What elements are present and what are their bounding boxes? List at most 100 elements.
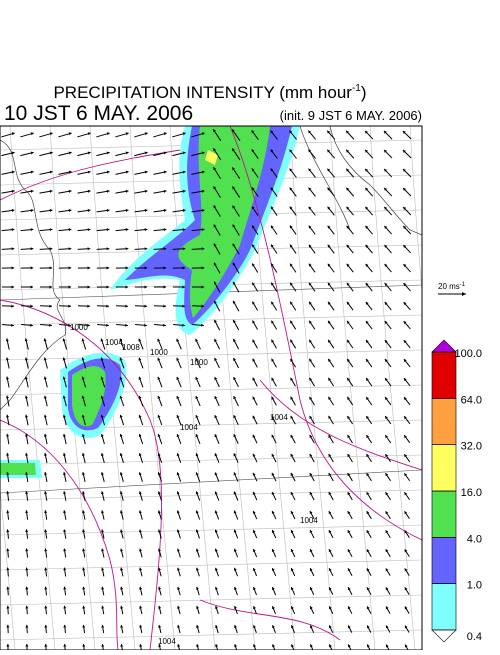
wind-head	[50, 228, 53, 231]
wind-head	[31, 266, 34, 269]
wind-head	[12, 266, 15, 269]
wind-head	[69, 228, 72, 231]
latitude-line	[0, 470, 422, 493]
wind-head	[11, 324, 14, 327]
wind-head	[6, 587, 9, 590]
wind-head	[49, 305, 52, 308]
wind-head	[106, 285, 109, 288]
wind-head	[6, 568, 9, 571]
parallel	[0, 420, 422, 430]
colorbar-band	[432, 352, 456, 398]
wind-head	[44, 606, 47, 609]
wind-head	[44, 587, 47, 590]
wind-scale-sup: -1	[460, 282, 466, 288]
wind-head	[49, 324, 52, 327]
wind-head	[125, 285, 128, 288]
isobar-label: 1008	[122, 343, 140, 352]
colorbar-label: 1.0	[467, 580, 482, 592]
parallel	[0, 525, 422, 535]
wind-head	[11, 305, 14, 308]
wind-head	[30, 305, 33, 308]
isobar-label: 1000	[190, 358, 208, 367]
colorbar-band	[432, 445, 456, 491]
meridian	[10, 126, 55, 650]
meridian	[370, 126, 415, 650]
wind-head	[25, 625, 28, 628]
wind-head	[69, 151, 72, 154]
wind-head	[44, 625, 47, 628]
wind-head	[30, 285, 33, 288]
colorbar-band	[432, 491, 456, 537]
wind-head	[25, 644, 28, 647]
wind-head	[126, 228, 129, 231]
wind-head	[126, 247, 129, 250]
isobar-label: 1004	[300, 516, 318, 525]
wind-head	[145, 151, 148, 154]
colorbar: 0.4 1.0 4.0 16.0 32.0 64.0 100.0	[432, 340, 482, 643]
isobar-label: 1000	[70, 323, 88, 332]
meridian	[130, 126, 175, 650]
wind-head	[63, 644, 66, 647]
wind-head	[6, 606, 9, 609]
wind-head	[50, 266, 53, 269]
wind-head	[163, 324, 166, 327]
parallel	[0, 630, 422, 640]
wind-head	[88, 266, 91, 269]
wind-head	[12, 247, 15, 250]
wind-head	[125, 324, 128, 327]
wind-head	[139, 549, 142, 552]
colorbar-label: 100.0	[454, 348, 482, 360]
wind-head	[31, 228, 34, 231]
wind-head	[88, 151, 91, 154]
precipitation	[0, 126, 300, 478]
wind-head	[144, 324, 147, 327]
colorbar-label: 0.4	[467, 631, 482, 643]
wind-head	[49, 285, 52, 288]
wind-head	[69, 247, 72, 250]
isobar-label: 1000	[150, 348, 168, 357]
wind-head	[144, 305, 147, 308]
wind-head	[31, 247, 34, 250]
isobar-label: 1004	[158, 637, 176, 646]
wind-head	[144, 285, 147, 288]
wind-head	[11, 285, 14, 288]
wind-head	[88, 247, 91, 250]
colorbar-label: 16.0	[461, 487, 482, 499]
wind-head	[145, 228, 148, 231]
wind-head	[88, 228, 91, 231]
wind-head	[107, 228, 110, 231]
colorbar-band	[432, 584, 456, 630]
wind-head	[25, 587, 28, 590]
wind-head	[201, 324, 204, 327]
wind-head	[106, 305, 109, 308]
colorbar-band	[432, 537, 456, 583]
parallel	[0, 455, 422, 465]
wind-head	[164, 228, 167, 231]
colorbar-label: 4.0	[467, 533, 482, 545]
wind-scale-text: 20 ms	[438, 282, 460, 291]
init-time: (init. 9 JST 6 MAY. 2006)	[280, 108, 422, 123]
colorbar-label: 32.0	[461, 441, 482, 453]
colorbar-band	[432, 398, 456, 444]
wind-scale-head	[462, 292, 466, 296]
wind-head	[6, 548, 9, 551]
wind-head	[145, 247, 148, 250]
isobar-label: 1004	[180, 423, 198, 432]
title-close: )	[361, 83, 367, 102]
wind-head	[12, 228, 15, 231]
wind-head	[126, 151, 129, 154]
wind-head	[68, 305, 71, 308]
wind-head	[158, 587, 161, 590]
wind-head	[106, 324, 109, 327]
colorbar-label: 64.0	[461, 394, 482, 406]
wind-head	[6, 625, 9, 628]
wind-head	[107, 247, 110, 250]
meridian	[450, 126, 495, 650]
valid-time: 10 JST 6 MAY. 2006	[4, 102, 193, 125]
wind-head	[107, 151, 110, 154]
wind-head	[125, 305, 128, 308]
wind-head	[44, 644, 47, 647]
wind-head	[50, 247, 53, 250]
wind-head	[25, 568, 28, 571]
